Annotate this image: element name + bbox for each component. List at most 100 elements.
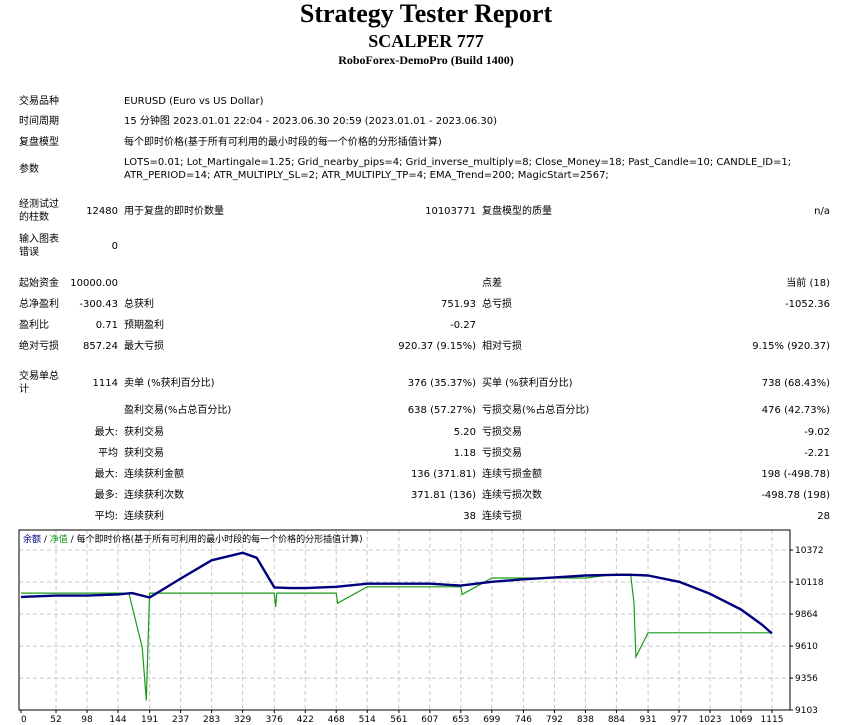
avg-consecutive-wins-label: 连续获利 — [124, 511, 164, 522]
svg-text:237: 237 — [172, 715, 189, 725]
loss-trades-label: 亏损交易(%占总百分比) — [482, 405, 590, 416]
params-line-2: ATR_PERIOD=14; ATR_MULTIPLY_SL=2; ATR_MU… — [124, 170, 609, 181]
model-value: 每个即时价格(基于所有可利用的最小时段的每一个价格的分形插值计算) — [124, 137, 442, 148]
period-value: 15 分钟图 2023.01.01 22:04 - 2023.06.30 20:… — [124, 116, 498, 127]
svg-text:792: 792 — [546, 715, 563, 725]
abs-drawdown-label: 绝对亏损 — [19, 341, 59, 352]
rel-drawdown-value: 9.15% (920.37) — [752, 341, 830, 352]
rel-drawdown-label: 相对亏损 — [482, 341, 522, 352]
legend-model: 每个即时价格(基于所有可利用的最小时段的每一个价格的分形插值计算) — [77, 533, 363, 545]
errors-label-line-2: 错误 — [19, 247, 39, 258]
svg-text:52: 52 — [50, 715, 61, 725]
errors-value: 0 — [111, 241, 118, 252]
svg-text:0: 0 — [21, 715, 27, 725]
symbol-value: EURUSD (Euro vs US Dollar) — [124, 96, 264, 107]
maximal-consecutive-loss-label: 连续亏损次数 — [482, 490, 542, 501]
y-axis-ticks: 10372 10118 9864 9610 9356 9103 — [790, 546, 824, 716]
chart-grid — [19, 530, 790, 710]
svg-text:514: 514 — [359, 715, 376, 725]
chart-legend: 余额 / 净值 / 每个即时价格(基于所有可利用的最小时段的每一个价格的分形插值… — [23, 533, 363, 545]
svg-text:838: 838 — [577, 715, 594, 725]
svg-text:1069: 1069 — [730, 715, 753, 725]
svg-text:468: 468 — [328, 715, 345, 725]
largest-prefix: 最大: — [94, 427, 118, 438]
svg-text:376: 376 — [266, 715, 283, 725]
profit-trades-value: 638 (57.27%) — [407, 405, 476, 416]
maximal-consecutive-profit-value: 371.81 (136) — [410, 490, 476, 501]
svg-text:329: 329 — [234, 715, 251, 725]
svg-text:9610: 9610 — [795, 642, 818, 652]
avg-consecutive-wins-value: 38 — [463, 511, 476, 522]
balance-equity-chart: 余额 / 净值 / 每个即时价格(基于所有可利用的最小时段的每一个价格的分形插值… — [18, 529, 824, 725]
chart-frame — [18, 529, 791, 711]
svg-text:977: 977 — [670, 715, 687, 725]
net-profit-label: 总净盈利 — [19, 299, 59, 310]
profit-trades-label: 盈利交易(%占总百分比) — [124, 405, 232, 416]
profit-factor-value: 0.71 — [95, 320, 118, 331]
model-label: 复盘模型 — [19, 137, 59, 148]
svg-text:746: 746 — [515, 715, 532, 725]
avg-consecutive-losses-value: 28 — [817, 511, 830, 522]
gross-loss-value: -1052.36 — [785, 299, 830, 310]
short-label: 卖单 (%获利百分比) — [124, 378, 215, 389]
svg-text:699: 699 — [483, 715, 500, 725]
svg-text:884: 884 — [608, 715, 625, 725]
max-consecutive-wins-value: 136 (371.81) — [410, 469, 476, 480]
quality-label: 复盘模型的质量 — [482, 206, 552, 217]
maximal-consecutive-prefix: 最多: — [94, 490, 118, 501]
svg-text:283: 283 — [203, 715, 220, 725]
server-info: RoboForex-DemoPro (Build 1400) — [338, 53, 514, 67]
long-label: 买单 (%获利百分比) — [482, 378, 573, 389]
max-consecutive-wins-label: 连续获利金额 — [124, 469, 184, 480]
params-line-1: LOTS=0.01; Lot_Martingale=1.25; Grid_nea… — [124, 157, 792, 168]
avg-consecutive-prefix: 平均: — [94, 511, 118, 522]
total-trades-label-line-1: 交易单总 — [19, 371, 59, 382]
svg-text:931: 931 — [639, 715, 656, 725]
maximal-consecutive-loss-value: -498.78 (198) — [761, 490, 830, 501]
average-loss-label: 亏损交易 — [482, 448, 522, 459]
avg-consecutive-losses-label: 连续亏损 — [482, 511, 522, 522]
gross-loss-label: 总亏损 — [482, 299, 512, 310]
quality-value: n/a — [814, 206, 830, 217]
loss-trades-value: 476 (42.73%) — [761, 405, 830, 416]
bars-value: 12480 — [86, 206, 118, 217]
abs-drawdown-value: 857.24 — [83, 341, 118, 352]
short-value: 376 (35.37%) — [407, 378, 476, 389]
largest-loss-label: 亏损交易 — [482, 427, 522, 438]
svg-text:607: 607 — [421, 715, 438, 725]
ticks-label: 用于复盘的即时价数量 — [124, 206, 224, 217]
net-profit-value: -300.43 — [79, 299, 118, 310]
max-drawdown-label: 最大亏损 — [124, 341, 164, 352]
deposit-value: 10000.00 — [70, 278, 118, 289]
report-title: Strategy Tester Report — [299, 0, 553, 28]
svg-text:422: 422 — [297, 715, 314, 725]
gross-profit-label: 总获利 — [124, 299, 154, 310]
svg-text:9103: 9103 — [795, 706, 818, 716]
expected-payoff-value: -0.27 — [450, 320, 476, 331]
svg-text:9356: 9356 — [795, 674, 818, 684]
svg-text:10372: 10372 — [795, 546, 824, 556]
bars-label-line-1: 经测试过 — [19, 199, 59, 210]
largest-profit-label: 获利交易 — [124, 427, 164, 438]
max-drawdown-value: 920.37 (9.15%) — [398, 341, 476, 352]
symbol-label: 交易品种 — [19, 96, 59, 107]
average-profit-label: 获利交易 — [124, 448, 164, 459]
total-trades-value: 1114 — [92, 378, 118, 389]
maximal-consecutive-profit-label: 连续获利次数 — [124, 490, 184, 501]
svg-text:653: 653 — [452, 715, 469, 725]
x-axis-ticks: 0 52 98 144 191 237 283 329 376 422 468 514 561 607 65… — [20, 710, 783, 725]
svg-text:10118: 10118 — [795, 578, 824, 588]
long-value: 738 (68.43%) — [761, 378, 830, 389]
equity-line — [21, 573, 772, 701]
svg-text:191: 191 — [141, 715, 158, 725]
average-prefix: 平均 — [98, 448, 118, 459]
deposit-label: 起始资金 — [19, 278, 59, 289]
bars-label-line-2: 的柱数 — [19, 212, 49, 223]
max-consecutive-losses-value: 198 (-498.78) — [761, 469, 830, 480]
svg-text:98: 98 — [81, 715, 93, 725]
max-consecutive-losses-label: 连续亏损金额 — [482, 469, 542, 480]
average-loss-value: -2.21 — [804, 448, 830, 459]
legend-equity: 净值 — [50, 533, 68, 545]
balance-line — [20, 551, 773, 635]
svg-text:9864: 9864 — [795, 610, 818, 620]
